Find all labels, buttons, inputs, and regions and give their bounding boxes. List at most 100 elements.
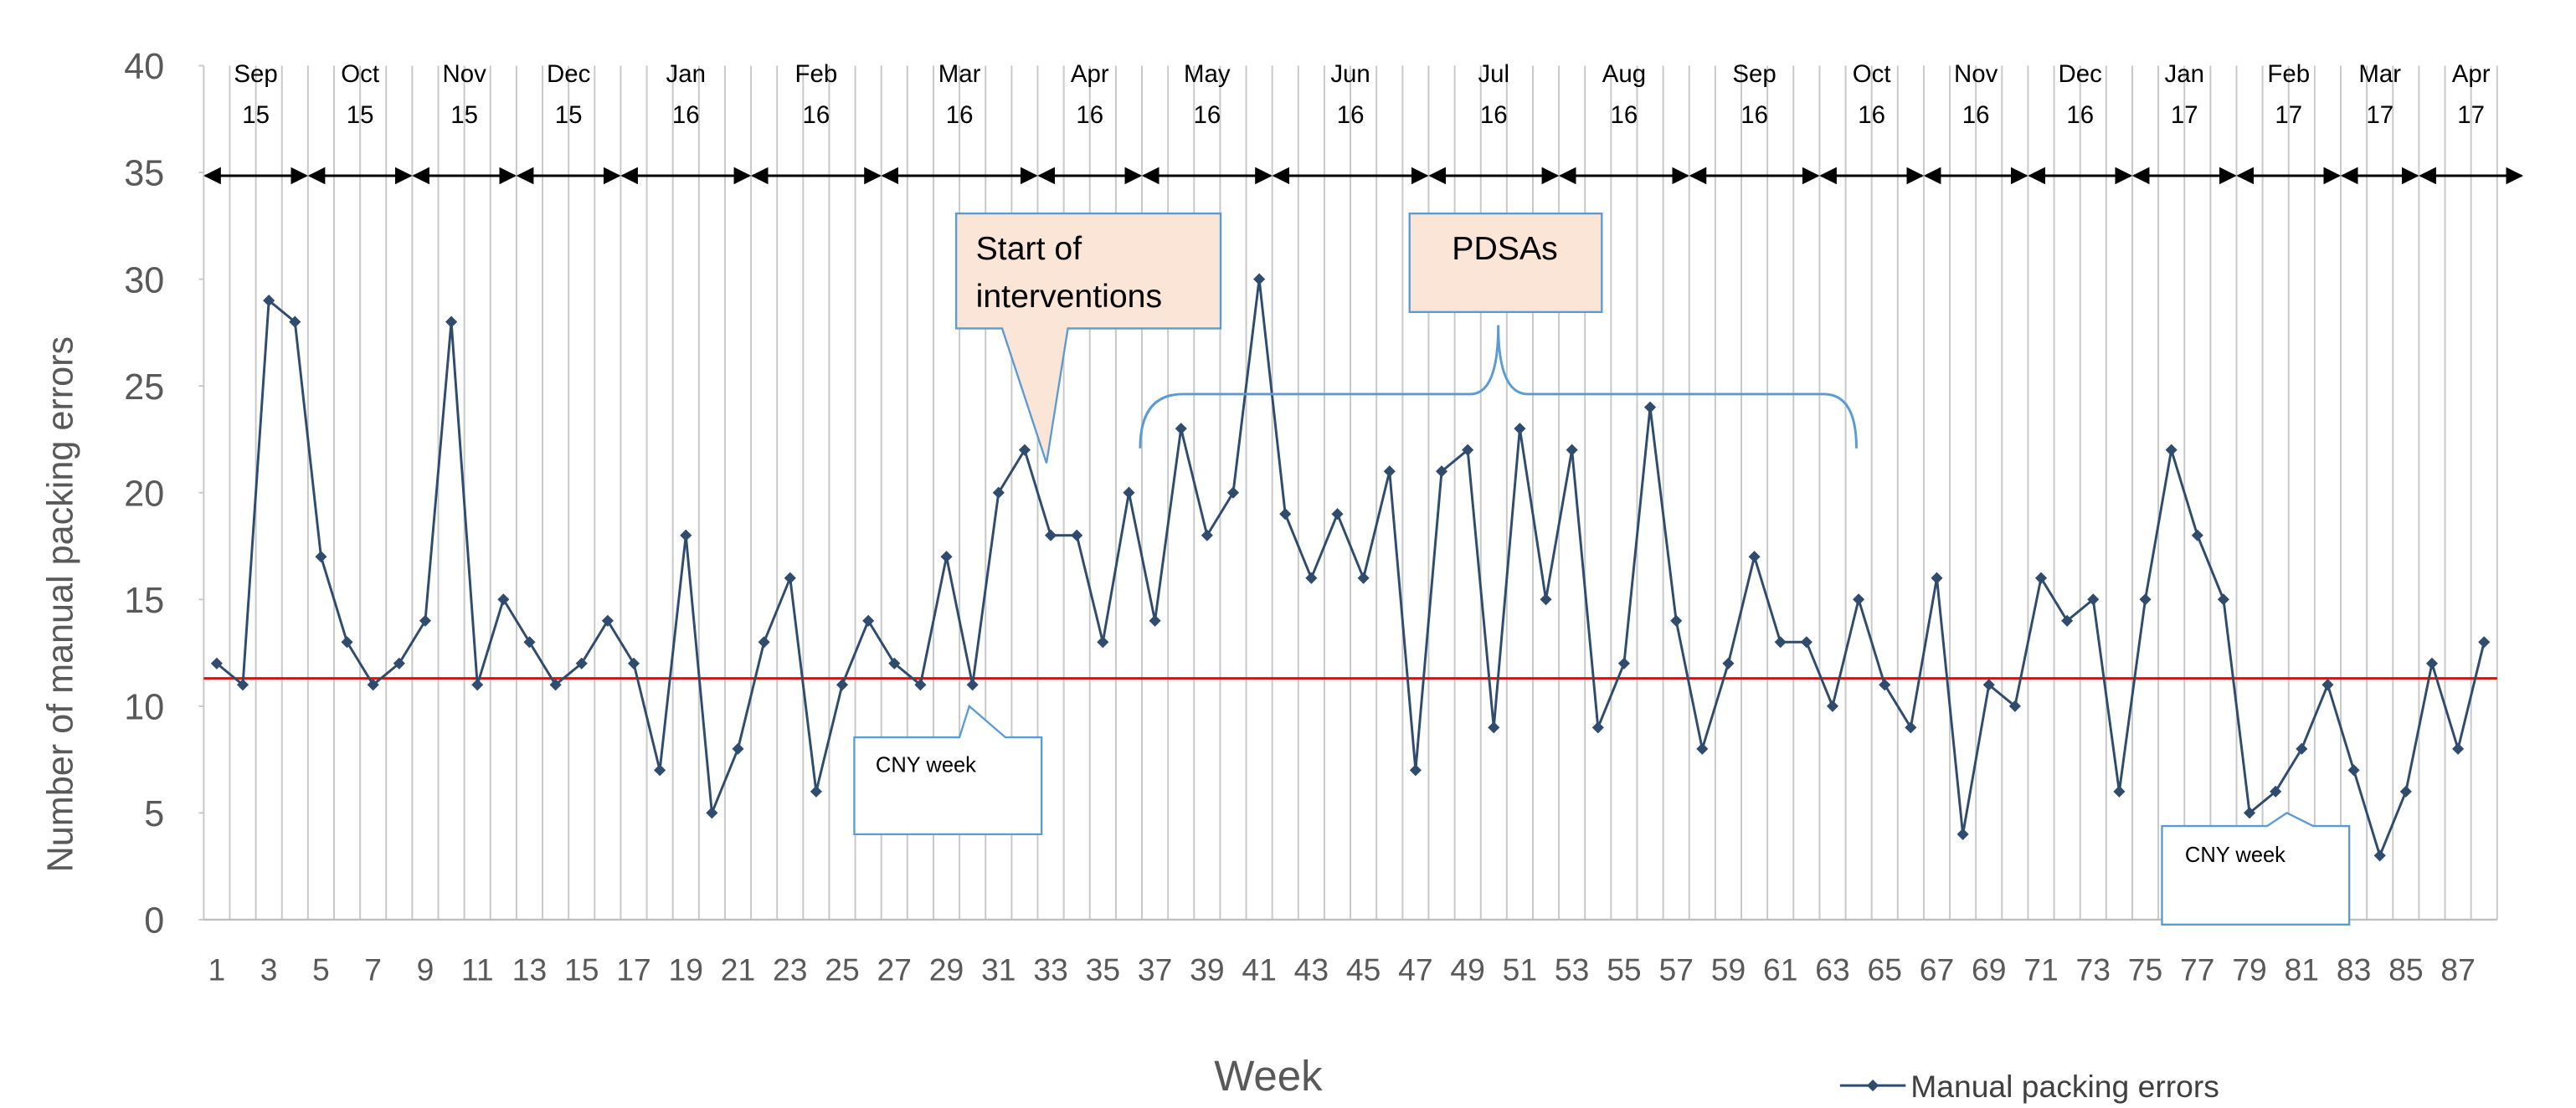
data-point bbox=[2373, 849, 2386, 862]
x-tick-label: 29 bbox=[929, 952, 964, 987]
cny-callout: CNY week bbox=[853, 704, 1043, 836]
data-point bbox=[1826, 700, 1839, 712]
annotation-text: CNY week bbox=[876, 753, 976, 777]
period-month: Jan bbox=[2165, 60, 2204, 88]
data-point bbox=[2113, 785, 2126, 798]
data-point bbox=[1591, 721, 1604, 734]
x-tick-label: 51 bbox=[1503, 952, 1537, 987]
x-tick-label: 53 bbox=[1555, 952, 1589, 987]
x-tick-label: 11 bbox=[461, 952, 494, 987]
period-month: Sep bbox=[234, 60, 277, 88]
period-year: 15 bbox=[450, 101, 478, 129]
period-year: 16 bbox=[1480, 101, 1508, 129]
interventions-callout: Start of interventions bbox=[954, 212, 1222, 464]
legend-marker bbox=[1867, 1080, 1879, 1092]
data-point bbox=[1018, 444, 1031, 456]
data-point bbox=[1305, 572, 1318, 584]
x-tick-label: 31 bbox=[981, 952, 1015, 987]
callout-box bbox=[1408, 212, 1603, 314]
x-tick-label: 73 bbox=[2076, 952, 2111, 987]
period-month: May bbox=[1184, 60, 1231, 88]
x-tick-label: 49 bbox=[1450, 952, 1484, 987]
period-year: 16 bbox=[1337, 101, 1365, 129]
annotation-text: PDSAs bbox=[1452, 230, 1557, 267]
x-tick-label: 87 bbox=[2440, 952, 2475, 987]
data-point bbox=[1045, 529, 1057, 541]
y-tick-label: 20 bbox=[124, 474, 164, 514]
x-tick-label: 85 bbox=[2388, 952, 2423, 987]
x-tick-label: 75 bbox=[2128, 952, 2162, 987]
x-tick-label: 69 bbox=[1972, 952, 2006, 987]
data-point bbox=[2270, 785, 2282, 798]
data-point bbox=[654, 764, 666, 777]
y-tick-label: 10 bbox=[124, 688, 164, 728]
x-tick-label: 45 bbox=[1346, 952, 1381, 987]
data-point bbox=[1800, 636, 1812, 649]
data-point bbox=[236, 679, 249, 691]
x-tick-label: 39 bbox=[1190, 952, 1224, 987]
data-point bbox=[367, 679, 379, 691]
period-year: 16 bbox=[672, 101, 700, 129]
data-point bbox=[732, 742, 744, 755]
data-point bbox=[810, 785, 822, 798]
x-tick-label: 59 bbox=[1711, 952, 1746, 987]
x-tick-label: 57 bbox=[1658, 952, 1693, 987]
period-year: 16 bbox=[1611, 101, 1638, 129]
period-year: 16 bbox=[1193, 101, 1221, 129]
x-tick-label: 1 bbox=[208, 952, 226, 987]
period-year: 16 bbox=[803, 101, 830, 129]
data-point bbox=[1566, 444, 1578, 456]
period-year: 16 bbox=[946, 101, 974, 129]
data-point bbox=[1514, 423, 1526, 435]
callout-box bbox=[2161, 812, 2351, 926]
data-point bbox=[758, 636, 770, 649]
data-point bbox=[497, 593, 510, 606]
data-point bbox=[1097, 636, 1109, 649]
data-point bbox=[966, 679, 979, 691]
data-point bbox=[1175, 423, 1187, 435]
x-tick-label: 61 bbox=[1763, 952, 1797, 987]
data-point bbox=[1853, 593, 1865, 606]
data-point bbox=[1774, 636, 1787, 649]
y-tick-label: 0 bbox=[144, 901, 164, 941]
callout-box bbox=[954, 212, 1222, 464]
period-year: 15 bbox=[347, 101, 374, 129]
x-tick-label: 47 bbox=[1398, 952, 1432, 987]
period-year: 16 bbox=[2066, 101, 2094, 129]
data-point bbox=[2034, 572, 2048, 584]
data-point bbox=[1982, 679, 1995, 691]
data-point bbox=[2425, 657, 2439, 669]
x-tick-label: 13 bbox=[512, 952, 547, 987]
data-point bbox=[523, 636, 536, 649]
period-month: Feb bbox=[795, 60, 838, 88]
x-tick-label: 83 bbox=[2337, 952, 2371, 987]
data-point bbox=[627, 657, 640, 669]
period-year: 17 bbox=[2457, 101, 2485, 129]
y-tick-label: 25 bbox=[124, 367, 164, 408]
data-point bbox=[1409, 764, 1422, 777]
x-tick-label: 25 bbox=[825, 952, 859, 987]
period-month: Jul bbox=[1478, 60, 1509, 88]
x-tick-label: 17 bbox=[616, 952, 650, 987]
period-month: Jun bbox=[1330, 60, 1370, 88]
period-year: 16 bbox=[1858, 101, 1885, 129]
x-tick-label: 19 bbox=[669, 952, 703, 987]
data-point bbox=[680, 529, 692, 541]
data-point bbox=[1696, 742, 1709, 755]
data-point bbox=[1748, 551, 1761, 563]
period-month: Oct bbox=[1853, 60, 1891, 88]
x-tick-label: 71 bbox=[2023, 952, 2058, 987]
x-tick-label: 55 bbox=[1607, 952, 1641, 987]
x-tick-label: 77 bbox=[2180, 952, 2214, 987]
x-tick-label: 43 bbox=[1294, 952, 1329, 987]
data-point bbox=[2243, 807, 2256, 819]
data-point bbox=[1435, 465, 1448, 478]
annotation-text: CNY week bbox=[2185, 844, 2285, 867]
data-point bbox=[1149, 614, 1161, 627]
data-point bbox=[1905, 721, 1917, 734]
y-tick-label: 5 bbox=[144, 794, 164, 834]
data-point bbox=[784, 572, 796, 584]
data-point bbox=[2061, 614, 2074, 627]
period-month: Apr bbox=[2452, 60, 2491, 88]
data-point bbox=[1226, 486, 1240, 499]
